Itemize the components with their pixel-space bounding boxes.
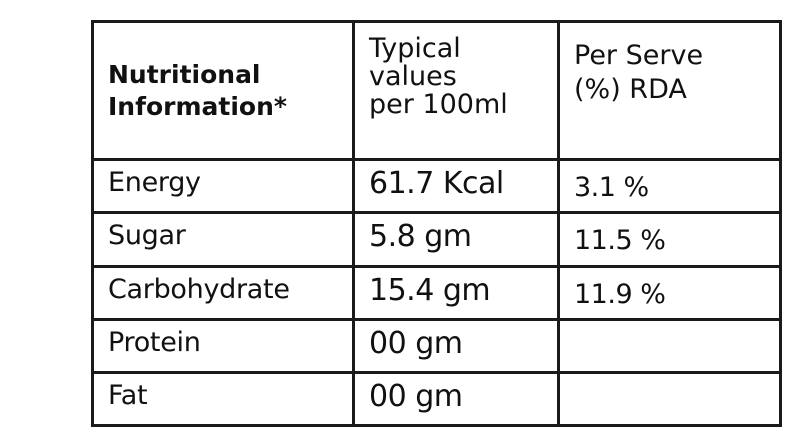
header-col3-line1: Per Serve xyxy=(574,40,704,71)
rda-cell xyxy=(557,370,782,428)
nutrient-value: 00 gm xyxy=(369,378,463,414)
rda-cell xyxy=(557,317,782,374)
table-row: Energy 61.7 Kcal 3.1 % xyxy=(91,158,782,215)
rda-cell: 3.1 % xyxy=(557,158,782,215)
nutrient-value: 15.4 gm xyxy=(369,272,491,308)
table-row: Carbohydrate 15.4 gm 11.9 % xyxy=(91,264,782,321)
rda-value: 3.1 % xyxy=(574,172,649,204)
nutrition-table: Nutritional Information* Typical values … xyxy=(91,19,782,428)
rda-value: 11.9 % xyxy=(574,278,666,310)
rda-value: 11.5 % xyxy=(574,225,666,257)
rda-cell: 11.5 % xyxy=(557,211,782,268)
header-col2-line2: values xyxy=(369,61,457,92)
header-col3-line2: (%) RDA xyxy=(574,74,687,105)
nutrient-value: 00 gm xyxy=(369,325,463,361)
rda-value xyxy=(574,375,778,383)
header-col2-line1: Typical xyxy=(369,33,461,64)
rda-value xyxy=(574,322,778,330)
rda-cell: 11.9 % xyxy=(557,264,782,321)
nutrient-cell: Sugar xyxy=(91,211,355,268)
value-cell: 15.4 gm xyxy=(352,264,560,321)
header-col2-line3: per 100ml xyxy=(369,89,508,120)
nutrient-cell: Carbohydrate xyxy=(91,264,355,321)
nutrient-cell: Protein xyxy=(91,317,355,374)
header-typical-values: Typical values per 100ml xyxy=(352,19,560,162)
nutrient-label: Sugar xyxy=(108,220,186,252)
nutrient-label: Carbohydrate xyxy=(108,273,290,305)
table-header-row: Nutritional Information* Typical values … xyxy=(91,19,782,162)
nutrient-label: Fat xyxy=(108,379,148,411)
header-nutritional-information: Nutritional Information* xyxy=(91,19,355,162)
nutrient-cell: Energy xyxy=(91,158,355,215)
value-cell: 00 gm xyxy=(352,317,560,374)
value-cell: 61.7 Kcal xyxy=(352,158,560,215)
nutrient-value: 5.8 gm xyxy=(369,219,472,255)
nutrient-label: Energy xyxy=(108,167,201,199)
table-row: Sugar 5.8 gm 11.5 % xyxy=(91,211,782,268)
header-col1-line2: Information* xyxy=(108,92,287,121)
table-row: Fat 00 gm xyxy=(91,370,782,428)
header-col1-line1: Nutritional xyxy=(108,60,261,89)
nutrient-value: 61.7 Kcal xyxy=(369,166,504,202)
table-row: Protein 00 gm xyxy=(91,317,782,374)
nutrient-label: Protein xyxy=(108,326,201,358)
header-per-serve-rda: Per Serve (%) RDA xyxy=(557,19,782,162)
nutrient-cell: Fat xyxy=(91,370,355,428)
value-cell: 5.8 gm xyxy=(352,211,560,268)
value-cell: 00 gm xyxy=(352,370,560,428)
